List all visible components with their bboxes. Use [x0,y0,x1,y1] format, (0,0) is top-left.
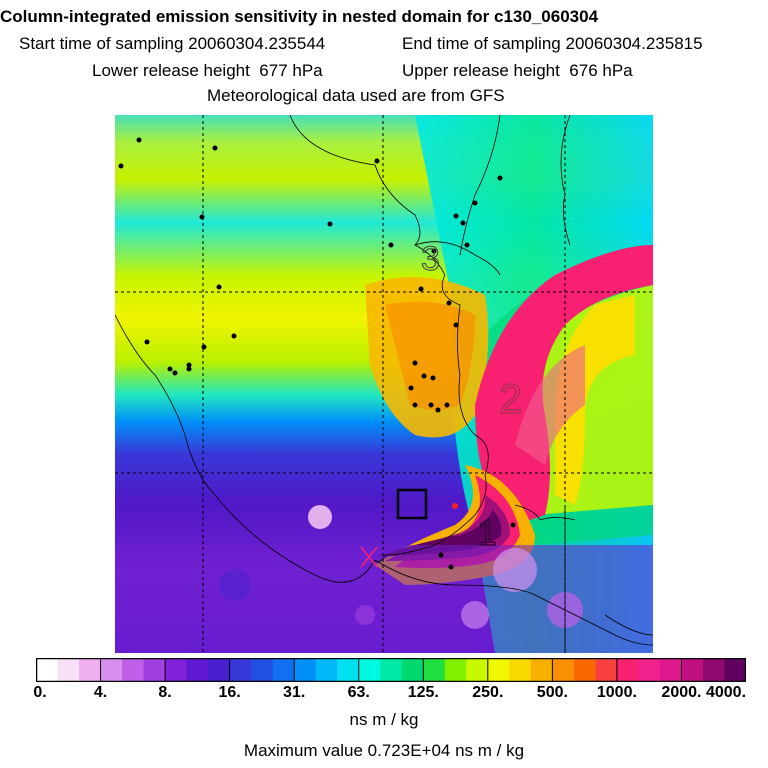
colorbar-cell [79,658,102,682]
colorbar-tick-label: 1000. [596,684,637,701]
colorbar-cell [380,658,403,682]
colorbar-cell [423,658,446,682]
colorbar-cell [573,658,596,682]
colorbar-cell [229,658,252,682]
colorbar-cell [57,658,80,682]
marker-2: 2 [499,375,522,422]
colorbar [36,658,746,682]
colorbar-cell [724,658,746,682]
colorbar-tick-label: 4000. [705,684,747,701]
colorbar-cell [251,658,274,682]
plot-title: Column-integrated emission sensitivity i… [0,7,599,26]
colorbar-cell [530,658,553,682]
upper-release-label: Upper release height [402,61,560,80]
colorbar-cell [358,658,381,682]
colorbar-tick-label: 250. [472,684,504,701]
colorbar-tick-label: 8. [158,684,172,701]
colorbar-cell [143,658,166,682]
sampling-times: Start time of sampling 20060304.235544 E… [19,34,768,54]
colorbar-cell [165,658,188,682]
colorbar-tick-label: 4. [93,684,108,701]
colorbar-cell [100,658,123,682]
colorbar-cell [272,658,295,682]
start-time-label: Start time of sampling [19,34,184,53]
colorbar-cell [702,658,725,682]
upper-release-value: 676 hPa [569,61,633,80]
colorbar-cell [509,658,532,682]
colorbar-cell [315,658,338,682]
colorbar-cell [337,658,360,682]
lower-release-value: 677 hPa [259,61,323,80]
colorbar-tick-label: 16. [218,684,241,701]
colorbar-cell [122,658,145,682]
release-heights: Lower release height 677 hPa Upper relea… [92,61,768,81]
end-time-label: End time of sampling [402,34,561,53]
colorbar-tick-label: 2000. [661,684,702,701]
colorbar-tick-label: 500. [536,684,568,701]
maximum-value: Maximum value 0.723E+04 ns m / kg [243,741,525,760]
colorbar-cell [444,658,467,682]
end-time-value: 20060304.235815 [565,34,703,53]
start-time-value: 20060304.235544 [188,34,326,53]
colorbar-cell [186,658,209,682]
colorbar-cell [595,658,618,682]
colorbar-cell [36,658,59,682]
colorbar-units: ns m / kg [349,710,419,729]
colorbar-cell [208,658,231,682]
colorbar-cell [659,658,682,682]
colorbar-cell [487,658,510,682]
colorbar-cell [401,658,424,682]
lower-release-label: Lower release height [92,61,250,80]
colorbar-tick-label: 125. [407,684,439,701]
colorbar-cell [638,658,661,682]
colorbar-cell [466,658,489,682]
marker-3: 3 [421,240,440,278]
marker-1: 1 [477,512,497,553]
colorbar-cell [616,658,639,682]
colorbar-tick-label: 31. [283,684,306,701]
met-data-note: Meteorological data used are from GFS [207,86,505,105]
colorbar-tick-label: 0. [33,684,47,701]
colorbar-tick-label: 63. [347,684,370,701]
colorbar-cell [681,658,704,682]
colorbar-cell [552,658,575,682]
colorbar-cell [294,658,317,682]
emission-sensitivity-map: 2 1 3 [115,115,653,653]
